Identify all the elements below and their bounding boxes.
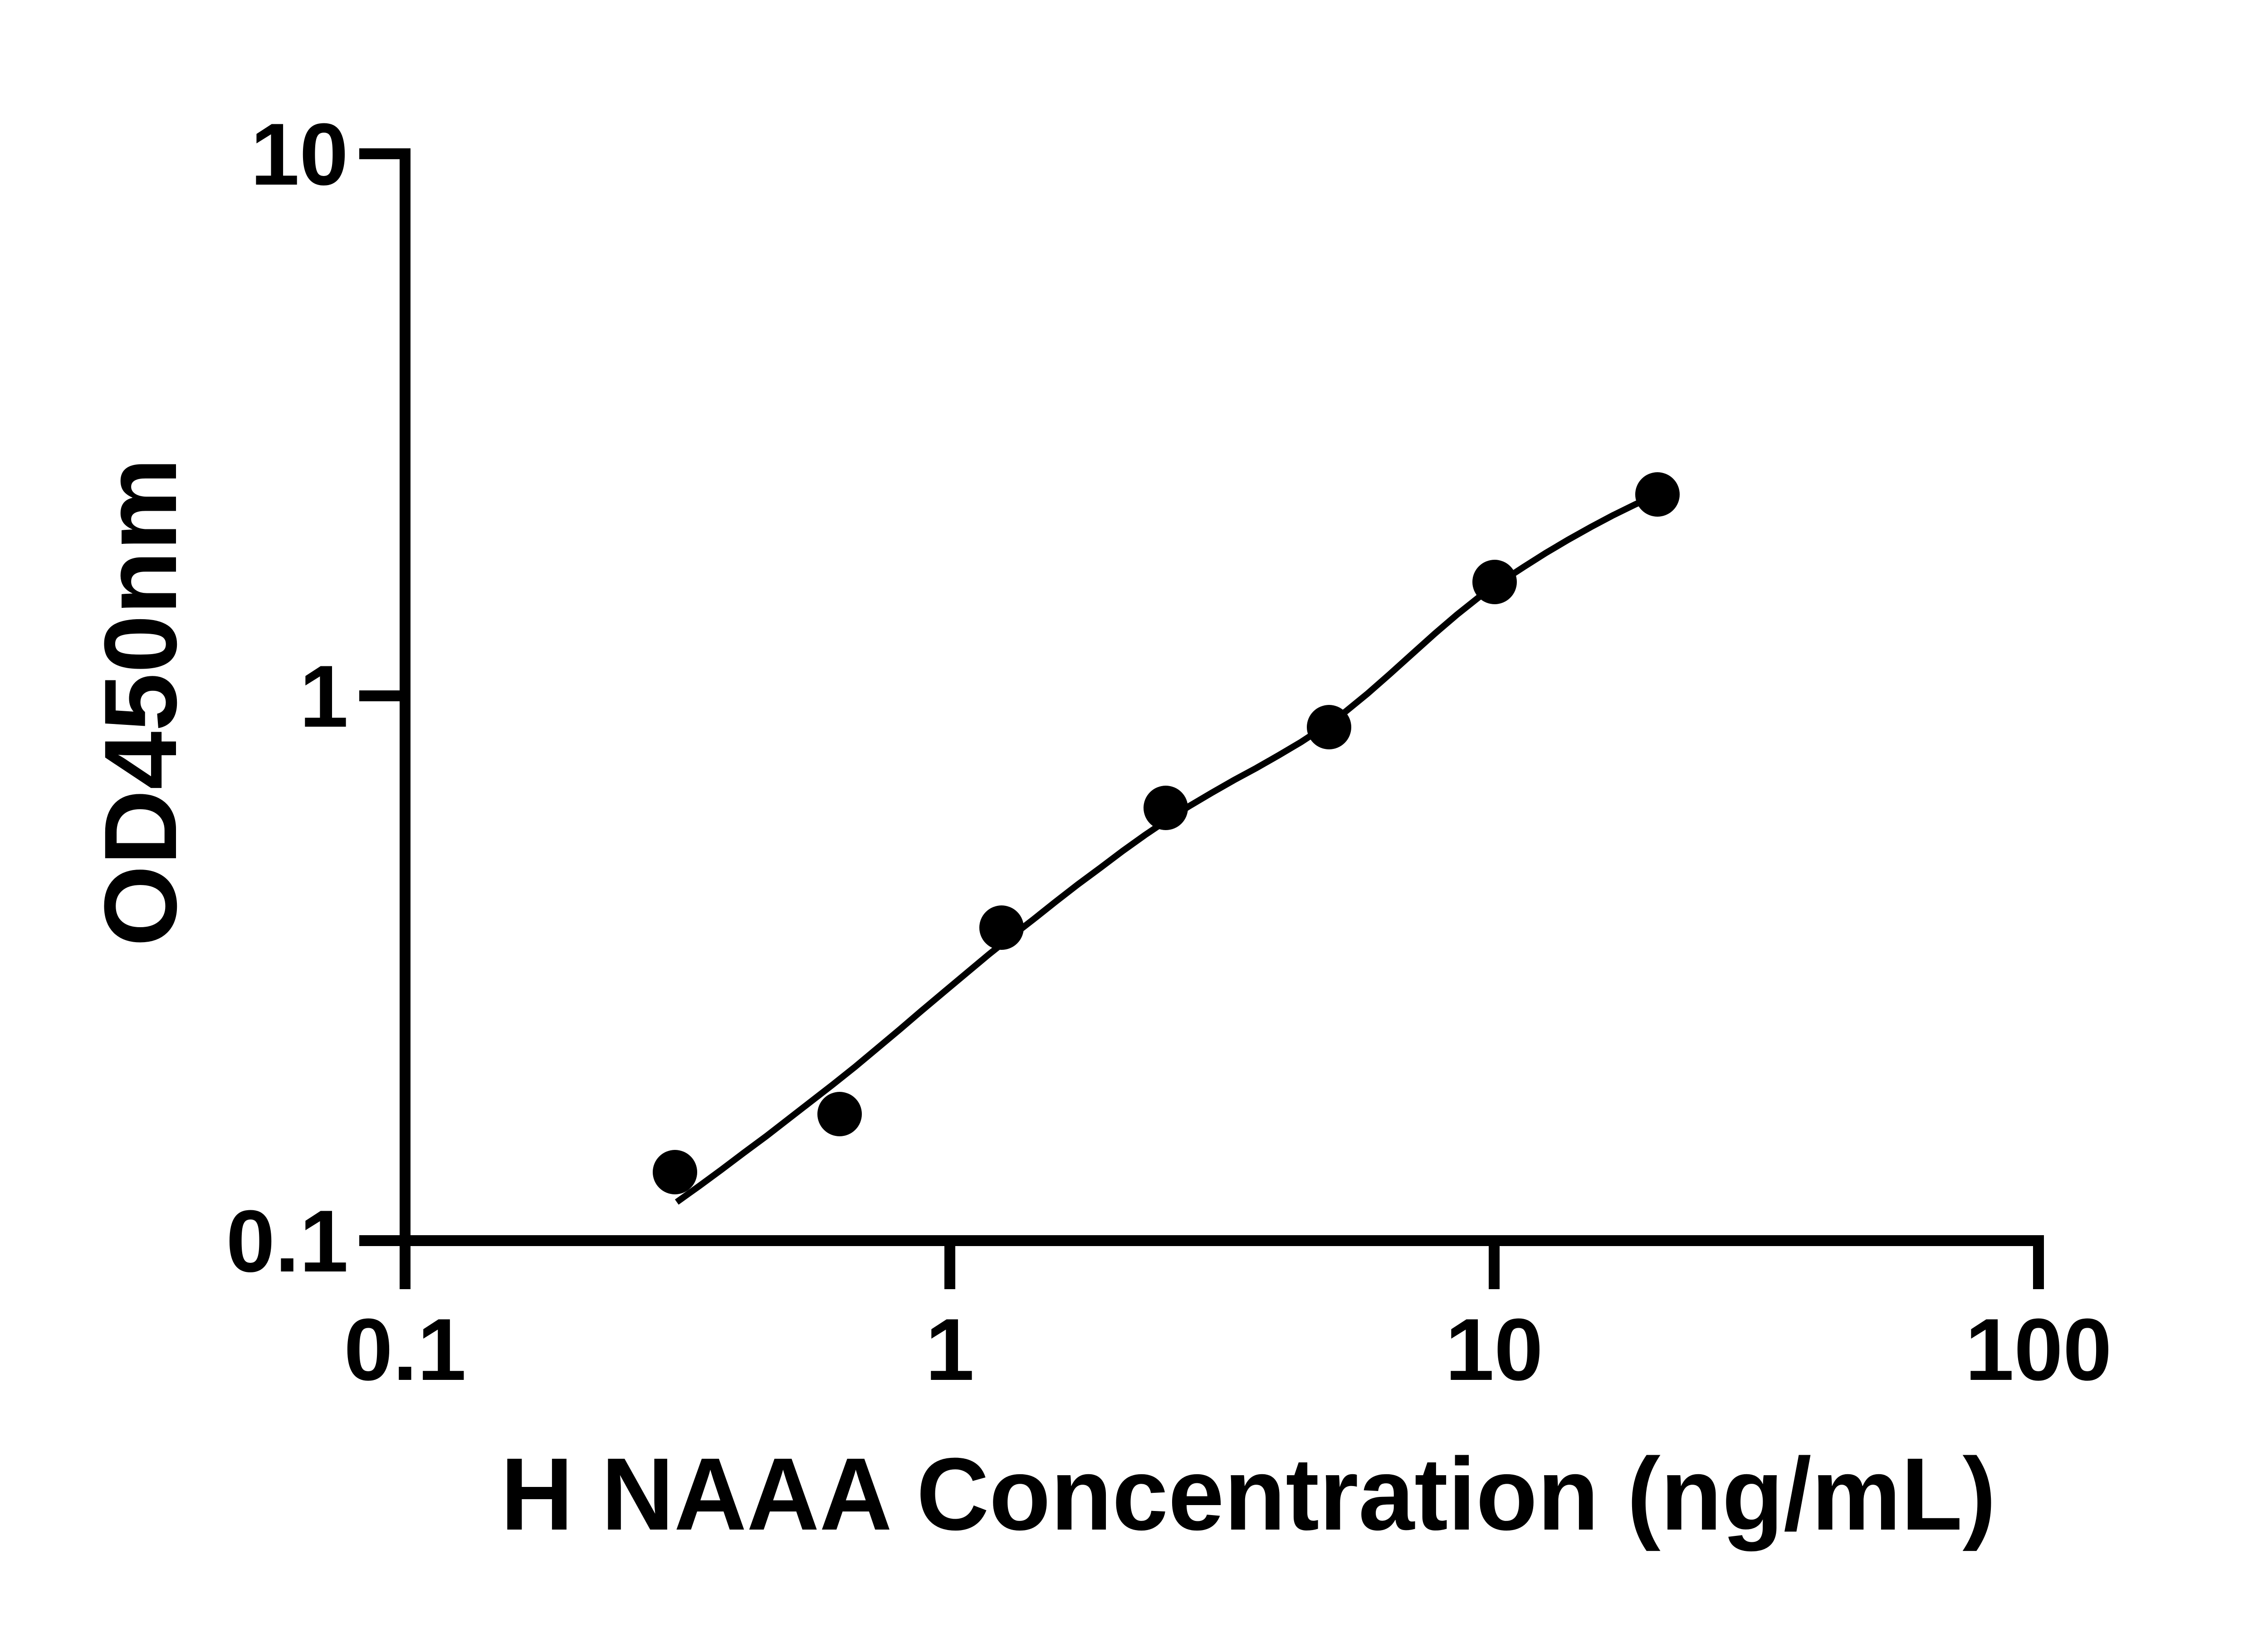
- svg-text:100: 100: [1965, 1301, 2112, 1399]
- svg-text:OD450nm: OD450nm: [83, 458, 198, 947]
- svg-text:0.1: 0.1: [344, 1301, 466, 1399]
- svg-text:10: 10: [1445, 1301, 1543, 1399]
- svg-text:0.1: 0.1: [226, 1192, 348, 1291]
- svg-text:1: 1: [925, 1301, 974, 1399]
- svg-text:1: 1: [299, 647, 348, 746]
- svg-text:H NAAA Concentration (ng/mL): H NAAA Concentration (ng/mL): [501, 1437, 1996, 1552]
- svg-text:10: 10: [250, 105, 348, 204]
